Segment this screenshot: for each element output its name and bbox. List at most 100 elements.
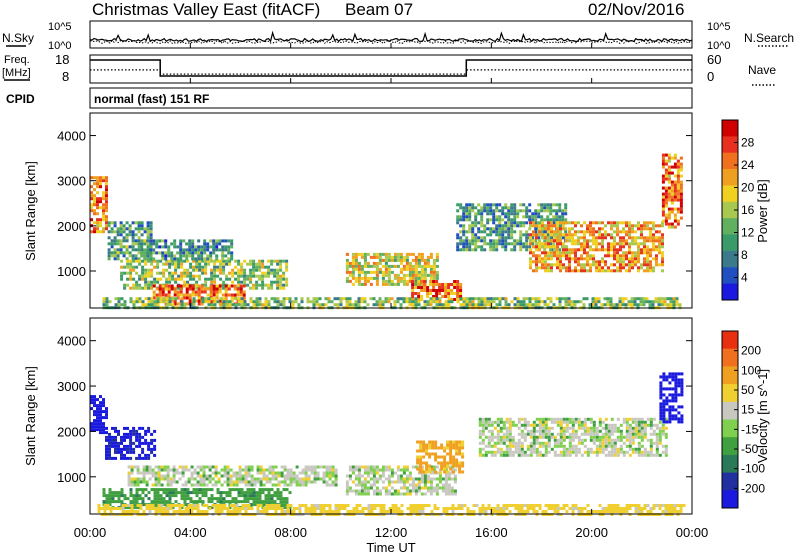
power-cell <box>282 284 285 287</box>
power-cell <box>120 224 123 227</box>
velocity-cell <box>236 507 239 510</box>
velocity-cell <box>257 507 260 510</box>
power-cell <box>583 263 586 266</box>
velocity-cell <box>152 469 155 472</box>
velocity-cell <box>284 466 287 469</box>
velocity-cell <box>545 454 548 457</box>
velocity-cell <box>587 418 590 421</box>
velocity-cell <box>194 478 197 481</box>
velocity-cell <box>509 442 512 445</box>
power-cell <box>607 251 610 254</box>
power-cell <box>195 269 198 272</box>
power-cell <box>507 230 510 233</box>
power-cell <box>525 233 528 236</box>
velocity-cell <box>105 416 108 419</box>
velocity-cell <box>194 472 197 475</box>
velocity-cell <box>341 504 344 507</box>
power-cell <box>174 263 177 266</box>
power-cell <box>477 239 480 242</box>
power-cell <box>231 285 234 288</box>
velocity-cell <box>671 417 674 420</box>
power-cell <box>604 263 607 266</box>
power-cell <box>195 275 198 278</box>
power-cell <box>523 303 526 306</box>
power-cell <box>493 297 496 300</box>
power-cell <box>668 169 671 172</box>
velocity-cell <box>388 466 391 469</box>
power-cell <box>665 205 668 208</box>
velocity-cell <box>367 475 370 478</box>
velocity-cell <box>308 510 311 513</box>
power-cell <box>598 230 601 233</box>
power-cell <box>637 221 640 224</box>
power-cell <box>607 221 610 224</box>
velocity-cell <box>314 504 317 507</box>
power-cell <box>268 300 271 303</box>
velocity-cell <box>96 428 99 431</box>
velocity-cell <box>127 497 130 500</box>
velocity-cell <box>102 416 105 419</box>
velocity-cell <box>99 413 102 416</box>
velocity-cell <box>662 402 665 405</box>
velocity-cell <box>515 445 518 448</box>
velocity-cell <box>560 427 563 430</box>
power-cell <box>168 263 171 266</box>
power-cell <box>601 242 604 245</box>
power-cell <box>397 300 400 303</box>
power-cell <box>255 281 258 284</box>
power-cell <box>243 281 246 284</box>
power-cell <box>507 224 510 227</box>
power-cell <box>486 221 489 224</box>
velocity-cell <box>461 444 464 447</box>
power-cell <box>145 297 148 300</box>
power-cell <box>468 242 471 245</box>
power-cell <box>517 297 520 300</box>
power-cell <box>226 303 229 306</box>
velocity-cell <box>611 442 614 445</box>
velocity-cell <box>123 454 126 457</box>
power-cell <box>429 289 432 292</box>
power-cell <box>388 283 391 286</box>
power-cell <box>474 248 477 251</box>
power-cell <box>474 212 477 215</box>
power-cell <box>349 280 352 283</box>
velocity-cell <box>445 475 448 478</box>
power-cell <box>564 212 567 215</box>
velocity-cell <box>587 451 590 454</box>
power-cell <box>565 221 568 224</box>
power-cell <box>465 203 468 206</box>
velocity-cell <box>608 424 611 427</box>
power-cell <box>138 251 141 254</box>
velocity-cell <box>146 469 149 472</box>
power-cell <box>238 300 241 303</box>
power-cell <box>126 260 129 263</box>
power-cell <box>525 239 528 242</box>
velocity-cell <box>412 487 415 490</box>
power-cell <box>541 266 544 269</box>
power-cell <box>292 303 295 306</box>
power-cell <box>489 242 492 245</box>
power-cell <box>111 245 114 248</box>
velocity-cell <box>236 481 239 484</box>
velocity-cell <box>125 510 128 513</box>
power-cell <box>191 242 194 245</box>
velocity-cell <box>572 436 575 439</box>
velocity-cell <box>548 430 551 433</box>
power-cell <box>559 221 562 224</box>
velocity-cell <box>329 475 332 478</box>
power-cell <box>96 176 99 179</box>
power-cell <box>535 224 538 227</box>
velocity-cell <box>236 472 239 475</box>
velocity-cell <box>126 445 129 448</box>
power-cell <box>105 194 108 197</box>
velocity-cell <box>439 487 442 490</box>
velocity-cell <box>611 439 614 442</box>
velocity-cell <box>385 493 388 496</box>
velocity-cell <box>373 490 376 493</box>
power-cell <box>504 224 507 227</box>
power-cell <box>388 271 391 274</box>
power-cell <box>382 277 385 280</box>
power-cell <box>93 227 96 230</box>
velocity-cell <box>135 436 138 439</box>
power-cell <box>552 215 555 218</box>
